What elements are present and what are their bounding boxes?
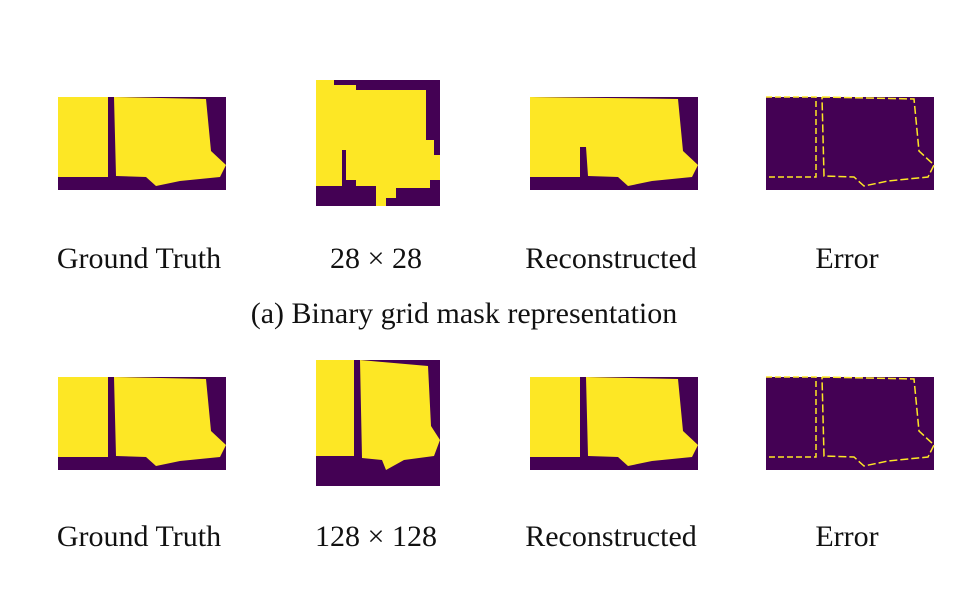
panel-label: Ground Truth bbox=[57, 520, 221, 553]
panel-label: Ground Truth bbox=[57, 242, 221, 275]
panel-label: 28 × 28 bbox=[330, 242, 422, 275]
reconstructed-image bbox=[530, 97, 698, 190]
panel-label: Reconstructed bbox=[525, 242, 697, 275]
row-1-images bbox=[58, 80, 935, 206]
panel-label: Error bbox=[815, 520, 878, 553]
grid-image bbox=[316, 80, 440, 206]
panel-label: 128 × 128 bbox=[315, 520, 437, 553]
grid-image bbox=[316, 360, 440, 486]
reconstructed-image bbox=[530, 377, 698, 470]
error-image bbox=[765, 376, 935, 471]
caption: (a) Binary grid mask representation bbox=[251, 297, 678, 330]
row-2-images bbox=[58, 360, 935, 486]
error-image bbox=[765, 96, 935, 191]
panel-label: Reconstructed bbox=[525, 520, 697, 553]
panel-label: Error bbox=[815, 242, 878, 275]
ground-truth-image bbox=[58, 377, 226, 470]
ground-truth-image bbox=[58, 97, 226, 190]
